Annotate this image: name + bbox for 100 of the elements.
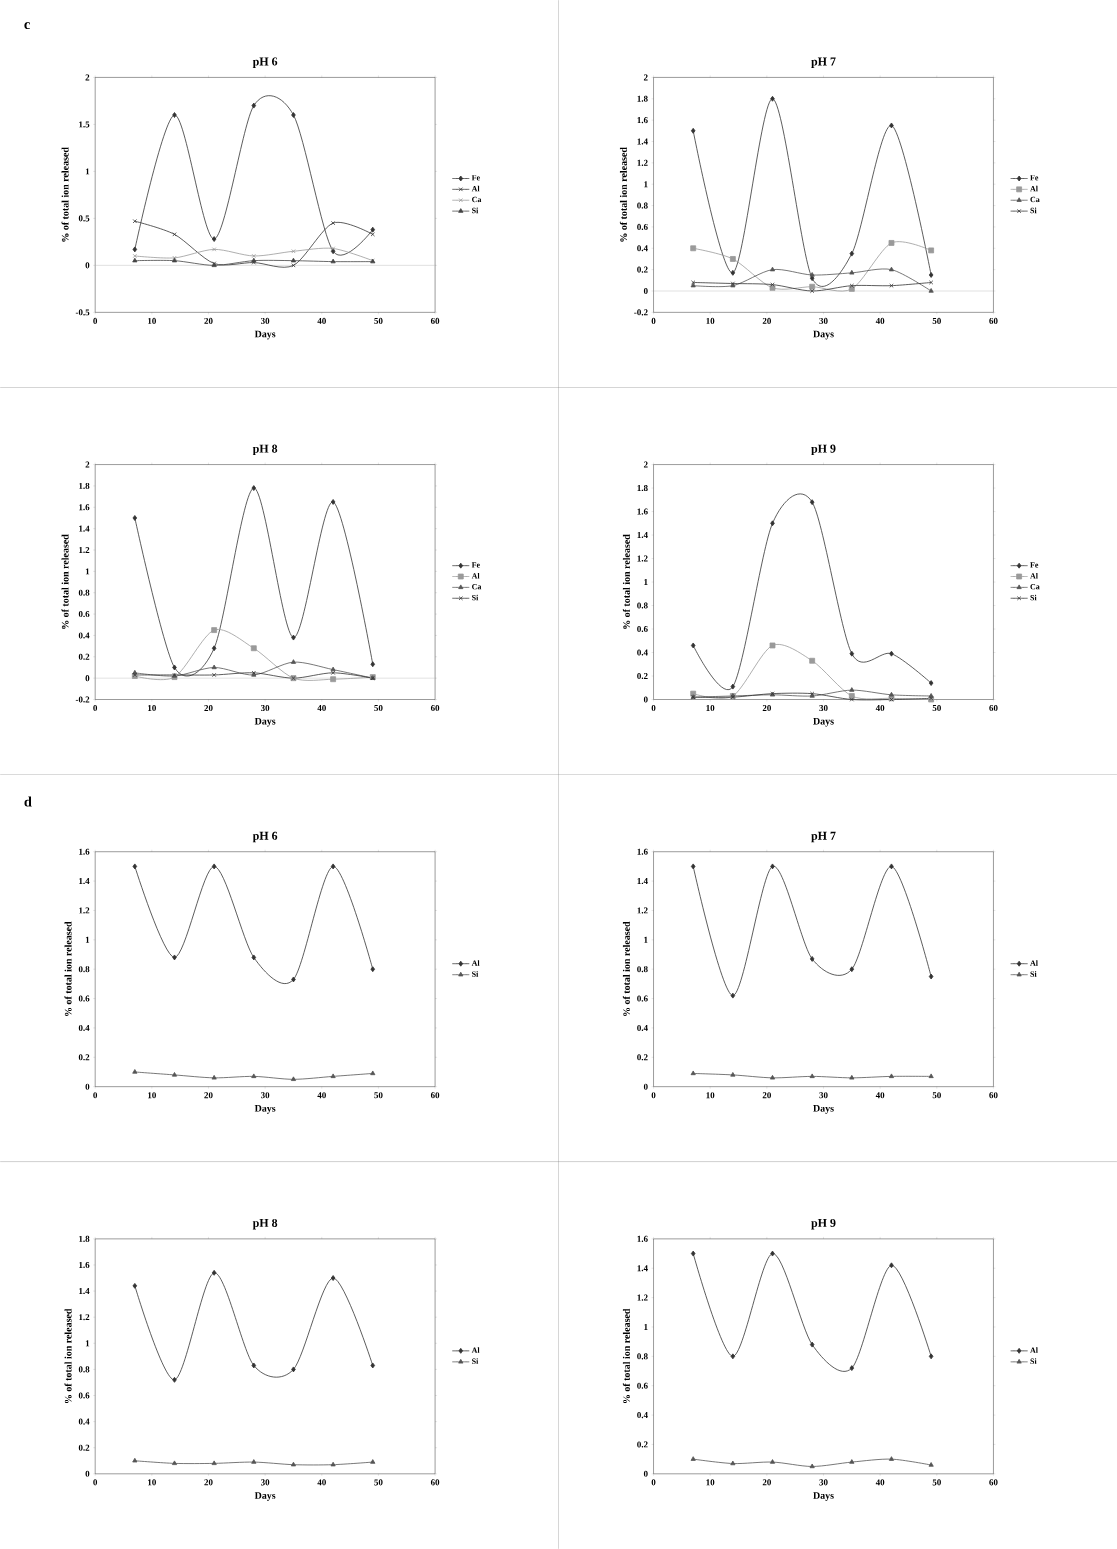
text: d (24, 796, 32, 807)
x-tick-label: 0 (93, 705, 98, 712)
y-tick-label: 1.8 (79, 1235, 90, 1242)
y-tick-label: 0 (85, 262, 90, 269)
y-tick-label: -0.5 (75, 309, 90, 316)
x-tick-label: 50 (932, 1479, 941, 1486)
y-tick-label: 0.4 (78, 1024, 90, 1031)
y-tick-label: 0.4 (637, 1412, 648, 1419)
x-tick-label: 50 (374, 1479, 383, 1486)
y-tick-label: 1.2 (79, 1314, 90, 1321)
y-tick-label: 0 (643, 287, 648, 295)
y-tick-label: 1.2 (637, 1294, 648, 1301)
y-tick-label: 0.6 (78, 995, 90, 1002)
y-tick-label: 1 (85, 936, 90, 943)
x-tick-label: 60 (989, 1479, 998, 1486)
y-tick-label: 0.8 (78, 1366, 90, 1373)
y-tick-label: 0.2 (637, 266, 648, 273)
y-tick-label: 1.2 (637, 555, 648, 562)
y-axis-title: % of total ion released (64, 921, 72, 1016)
y-tick-label: 1.6 (637, 1235, 648, 1242)
x-tick-label: 30 (819, 317, 828, 324)
y-tick-label: 0.8 (637, 966, 648, 973)
x-tick-label: 10 (148, 1092, 156, 1099)
y-tick-label: 2 (85, 461, 90, 468)
x-tick-label: 60 (430, 317, 440, 324)
x-tick-label: 10 (706, 705, 715, 712)
chart-title: pH 8 (252, 1218, 278, 1230)
y-tick-label: 0.6 (78, 1392, 90, 1399)
y-tick-label: 0.4 (78, 1418, 90, 1425)
x-tick-label: 30 (819, 1479, 828, 1486)
y-tick-label: 0.6 (637, 625, 648, 633)
x-tick-label: 0 (651, 317, 656, 324)
y-tick-label: 0.4 (78, 632, 90, 639)
x-tick-label: 30 (260, 317, 270, 324)
y-tick-label: 0.6 (78, 611, 90, 618)
chart-title: pH 9 (811, 444, 836, 456)
x-tick-label: 0 (651, 705, 656, 712)
y-tick-label: 0.4 (637, 649, 648, 656)
x-tick-label: 30 (819, 1092, 828, 1099)
x-tick-label: 40 (317, 1479, 326, 1486)
y-tick-label: 0.8 (637, 1353, 648, 1360)
y-tick-label: 0.6 (637, 1382, 648, 1389)
y-tick-label: 1.4 (79, 1288, 90, 1295)
chart-title: pH 7 (811, 831, 836, 843)
x-tick-label: 50 (932, 705, 941, 712)
y-tick-label: 0 (643, 696, 648, 703)
x-tick-label: 50 (374, 317, 383, 324)
y-tick-label: 0 (643, 1470, 648, 1477)
x-tick-label: 0 (651, 1479, 656, 1486)
y-tick-label: 1.4 (79, 525, 90, 532)
y-tick-label: 1.2 (637, 159, 648, 166)
x-tick-label: 0 (651, 1092, 656, 1099)
y-tick-label: 1.2 (79, 546, 90, 554)
x-tick-label: 60 (430, 1479, 440, 1486)
x-tick-label: 10 (706, 1479, 715, 1486)
y-tick-label: 0.2 (78, 1054, 90, 1061)
x-axis-title: Days (813, 717, 834, 727)
y-tick-label: 1.4 (637, 878, 648, 885)
x-tick-label: 10 (706, 1092, 715, 1099)
x-tick-label: 60 (989, 705, 998, 712)
y-tick-label: 0.5 (78, 215, 90, 222)
y-tick-label: 0.2 (637, 672, 648, 680)
chart-title: pH 6 (252, 57, 278, 68)
x-tick-label: 0 (93, 1479, 98, 1486)
x-axis-title: Days (254, 1105, 276, 1114)
x-tick-label: 0 (93, 1092, 98, 1099)
x-tick-label: 50 (932, 1092, 941, 1099)
x-tick-label: 10 (706, 317, 715, 324)
y-tick-label: 0 (85, 1470, 90, 1477)
y-axis-title: % of total ion released (64, 1308, 72, 1404)
y-tick-label: -0.2 (634, 309, 648, 316)
y-tick-label: 1.4 (79, 878, 90, 885)
x-axis-title: Days (254, 717, 276, 727)
x-tick-label: 20 (204, 1479, 213, 1486)
x-axis-title: Days (813, 1105, 834, 1114)
x-tick-label: 40 (317, 317, 326, 324)
y-tick-label: 0.2 (637, 1054, 648, 1061)
y-tick-label: 1 (85, 168, 90, 175)
y-tick-label: 0.6 (637, 995, 648, 1002)
y-tick-label: 1.2 (637, 907, 648, 914)
x-tick-label: 20 (204, 705, 213, 712)
y-tick-label: 1.8 (79, 482, 90, 489)
x-tick-label: 20 (762, 1479, 771, 1486)
y-tick-label: 1.8 (637, 95, 648, 102)
y-tick-label: 2 (643, 461, 648, 468)
y-tick-label: 0.2 (78, 1444, 90, 1451)
x-tick-label: 10 (148, 317, 156, 324)
y-axis-title: % of total ion released (622, 921, 630, 1016)
y-tick-label: 1.6 (79, 504, 90, 511)
y-axis-title: % of total ion released (61, 147, 69, 242)
x-tick-label: 10 (148, 705, 156, 712)
x-tick-label: 60 (430, 705, 440, 712)
y-tick-label: 1 (85, 568, 90, 575)
y-axis-title: % of total ion released (622, 1308, 630, 1404)
y-tick-label: 0.8 (78, 589, 90, 596)
y-tick-label: 1 (644, 579, 648, 585)
x-tick-label: 20 (762, 317, 771, 324)
y-axis-title: % of total ion released (619, 147, 627, 242)
text: c (24, 22, 30, 30)
y-tick-label: 0 (643, 1083, 648, 1090)
